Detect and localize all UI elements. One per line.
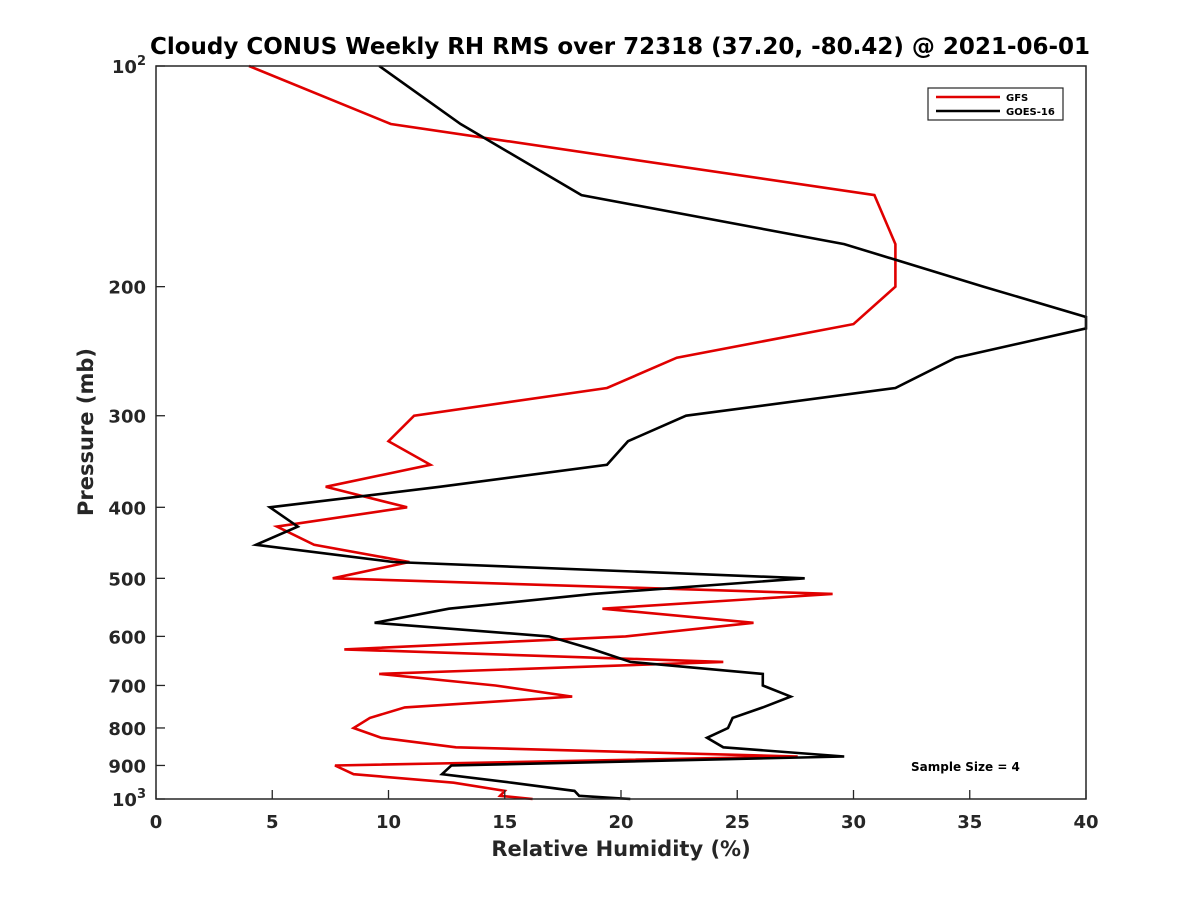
y-tick-label: 200	[108, 278, 146, 299]
legend: GFS GOES-16	[927, 87, 1064, 121]
x-tick-label: 15	[492, 812, 517, 833]
y-tick-label: 800	[108, 719, 146, 740]
legend-label-goes16: GOES-16	[1006, 107, 1055, 118]
y-axis: 102 200 300 400 500 600 700 800 900 103	[108, 54, 165, 811]
chart-title: Cloudy CONUS Weekly RH RMS over 72318 (3…	[150, 34, 1090, 60]
x-tick-label: 40	[1073, 812, 1098, 833]
y-tick-label: 500	[108, 569, 146, 590]
y-axis-label: Pressure (mb)	[74, 348, 98, 516]
legend-box	[927, 87, 1064, 121]
y-tick-label: 600	[108, 627, 146, 648]
y-tick-label: 300	[108, 407, 146, 428]
sample-size-annotation: Sample Size = 4	[911, 760, 1020, 774]
x-tick-label: 25	[725, 812, 750, 833]
y-tick-label: 103	[112, 787, 146, 811]
y-tick-label: 900	[108, 756, 146, 777]
y-tick-label: 400	[108, 498, 146, 519]
x-tick-label: 0	[150, 812, 163, 833]
x-axis-label: Relative Humidity (%)	[491, 837, 750, 861]
x-tick-label: 30	[841, 812, 866, 833]
x-tick-label: 20	[608, 812, 633, 833]
series-layer	[248, 64, 1088, 801]
plot-frame	[155, 65, 1087, 800]
x-tick-label: 5	[266, 812, 279, 833]
legend-label-gfs: GFS	[1006, 93, 1028, 104]
y-tick-label: 700	[108, 676, 146, 697]
series-line-goes16	[251, 64, 1088, 801]
y-tick-label: 102	[112, 54, 146, 78]
x-axis: 0 5 10 15 20 25 30 35 40	[150, 790, 1099, 833]
series-line-gfs	[248, 64, 897, 801]
x-tick-label: 10	[376, 812, 401, 833]
x-tick-label: 35	[957, 812, 982, 833]
